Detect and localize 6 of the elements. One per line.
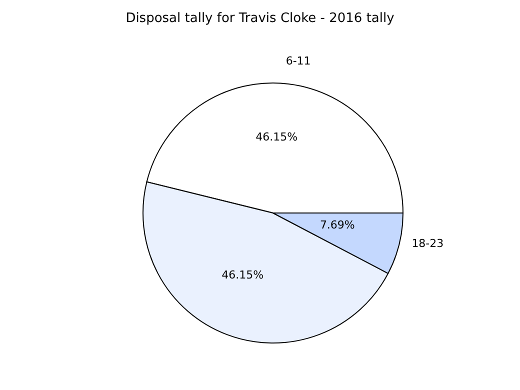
- chart-title: Disposal tally for Travis Cloke - 2016 tally: [126, 11, 395, 26]
- slice-label: 6-11: [286, 54, 311, 68]
- slice-label: 18-23: [412, 236, 444, 250]
- data-label: 7.69%: [320, 218, 355, 232]
- data-label: 46.15%: [256, 130, 298, 144]
- data-label: 46.15%: [222, 268, 264, 282]
